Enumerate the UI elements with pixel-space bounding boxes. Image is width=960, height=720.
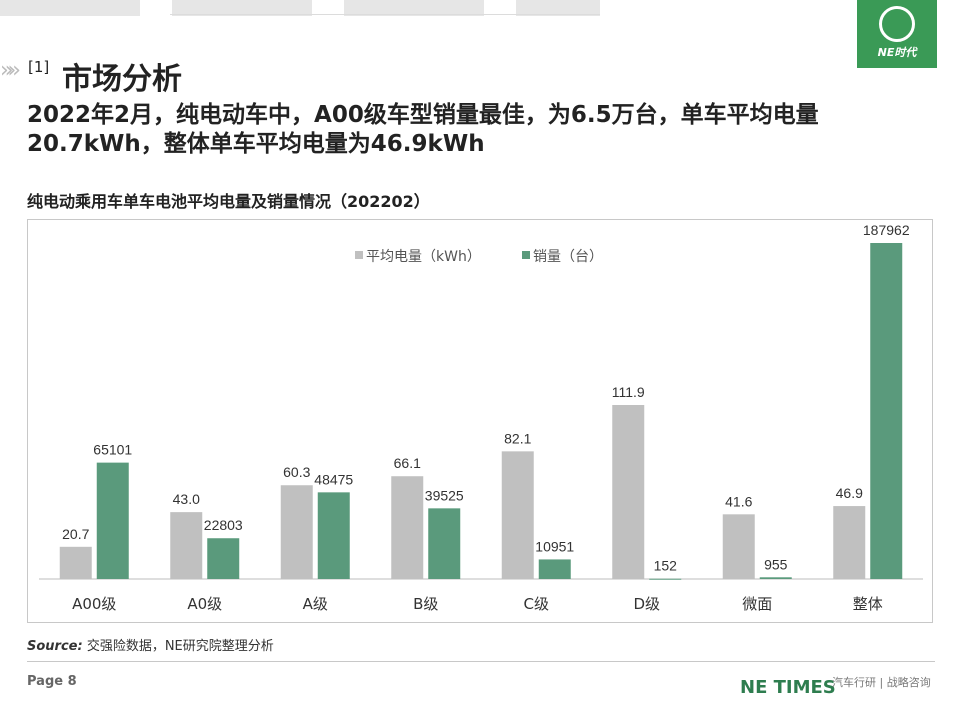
legend-label-0: 平均电量（kWh） [366, 249, 481, 265]
brand-name: NE TIMES [740, 677, 836, 698]
data-label-sales-6: 955 [764, 556, 788, 572]
x-tick-label-6: 微面 [742, 595, 772, 613]
data-label-avg-capacity-5: 111.9 [612, 384, 645, 400]
chart-title: 纯电动乘用车单车电池平均电量及销量情况（202202） [27, 192, 430, 211]
bar-sales-4 [538, 559, 571, 579]
ne-times-logo: NE时代 [857, 0, 937, 68]
section-number: [1] [28, 58, 50, 76]
bar-avg-capacity-3 [391, 476, 424, 579]
data-label-avg-capacity-2: 60.3 [283, 464, 310, 480]
brand-tagline: 汽车行研 | 战略咨询 [832, 676, 931, 689]
data-label-sales-3: 39525 [425, 487, 464, 503]
data-label-avg-capacity-1: 43.0 [173, 491, 200, 507]
bar-sales-3 [428, 508, 461, 579]
data-label-avg-capacity-3: 66.1 [394, 455, 421, 471]
legend-swatch-1 [522, 251, 530, 259]
top-decorative-bar [0, 0, 600, 16]
headline: 2022年2月，纯电动车中，A00级车型销量最佳，为6.5万台，单车平均电量20… [27, 102, 819, 157]
bar-avg-capacity-2 [280, 485, 313, 579]
chart-frame [27, 219, 933, 623]
data-label-sales-0: 65101 [93, 442, 132, 458]
bar-avg-capacity-7 [833, 506, 866, 579]
data-label-avg-capacity-0: 20.7 [62, 526, 89, 542]
source-text: 交强险数据，NE研究院整理分析 [82, 639, 274, 654]
data-label-sales-1: 22803 [204, 517, 243, 533]
logo-text: NE时代 [877, 46, 917, 59]
x-tick-label-1: A0级 [187, 595, 222, 613]
bar-sales-6 [759, 577, 792, 579]
bar-sales-5 [649, 578, 682, 580]
bar-avg-capacity-1 [170, 512, 203, 579]
x-tick-label-5: D级 [633, 595, 660, 613]
data-label-avg-capacity-7: 46.9 [836, 485, 863, 501]
bar-avg-capacity-6 [722, 514, 755, 579]
bar-sales-7 [870, 243, 903, 579]
bar-sales-2 [317, 492, 350, 579]
source-note: Source: 交强险数据，NE研究院整理分析 [27, 635, 274, 654]
x-tick-label-7: 整体 [853, 595, 883, 613]
x-tick-label-2: A级 [303, 595, 328, 613]
page-number: Page 8 [27, 674, 77, 689]
data-label-avg-capacity-4: 82.1 [504, 430, 531, 446]
legend-swatch-0 [355, 251, 363, 259]
legend-label-1: 销量（台） [533, 249, 603, 265]
section-title: 市场分析 [62, 62, 182, 97]
x-tick-label-4: C级 [524, 595, 549, 613]
x-tick-label-0: A00级 [72, 595, 116, 613]
data-label-sales-2: 48475 [314, 471, 353, 487]
bar-avg-capacity-0 [59, 546, 92, 579]
data-label-sales-4: 10951 [535, 538, 574, 554]
bar-avg-capacity-5 [612, 405, 645, 579]
source-label: Source: [27, 639, 83, 654]
data-label-sales-5: 152 [654, 558, 678, 574]
top-divider [170, 14, 600, 15]
data-label-sales-7: 187962 [863, 222, 910, 238]
footer-divider [27, 661, 935, 662]
bar-avg-capacity-4 [501, 451, 534, 579]
data-label-avg-capacity-6: 41.6 [725, 493, 752, 509]
bar-sales-1 [207, 538, 240, 579]
bar-sales-0 [96, 462, 129, 579]
logo-emblem-icon [879, 6, 915, 42]
x-tick-label-3: B级 [413, 595, 438, 613]
